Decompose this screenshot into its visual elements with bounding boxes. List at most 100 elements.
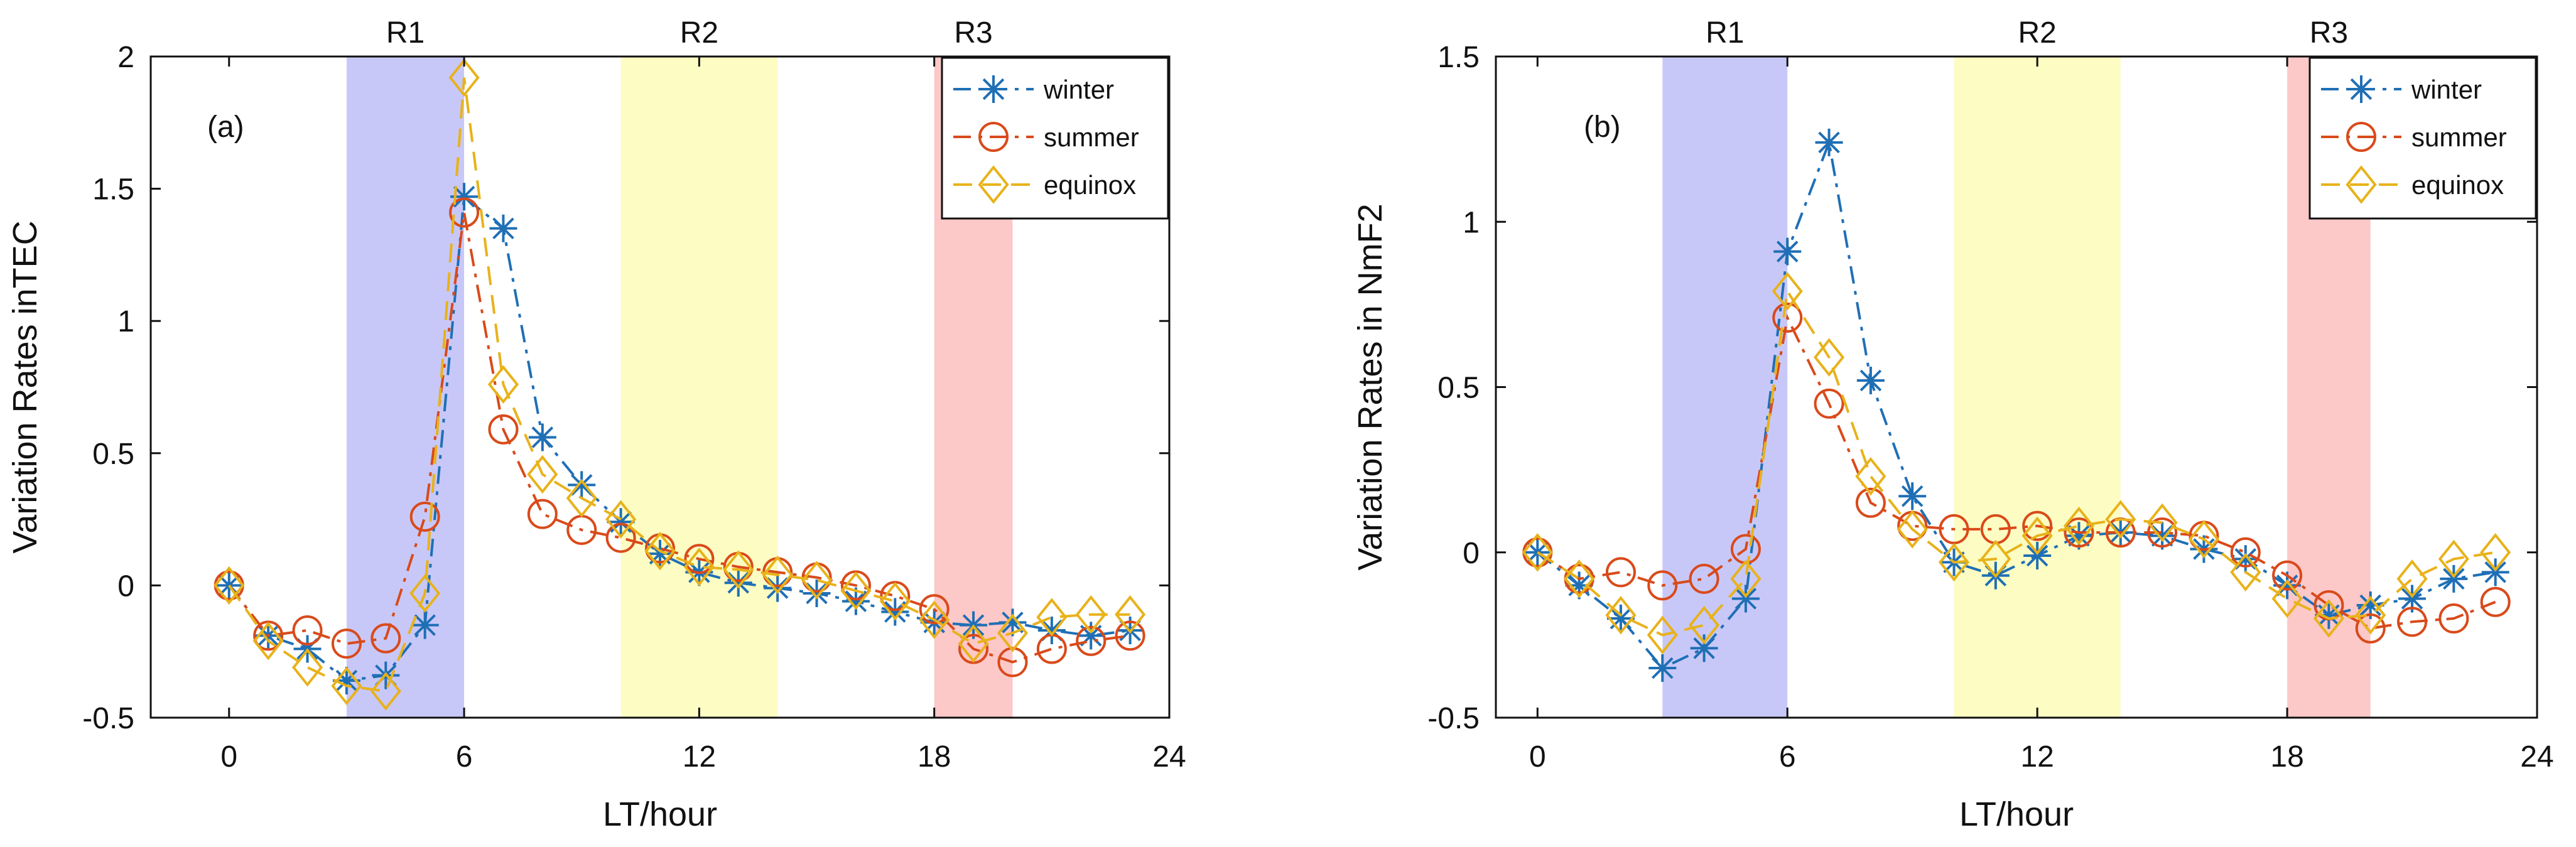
data-point-winter — [1077, 622, 1105, 650]
data-point-equinox — [1772, 272, 1803, 311]
legend-marker-summer — [2346, 122, 2376, 152]
x-tick-label: 0 — [1529, 740, 1546, 774]
data-point-equinox — [958, 624, 989, 663]
data-point-summer — [2397, 607, 2428, 637]
data-point-equinox — [840, 571, 872, 610]
region-r3-label: R3 — [2310, 16, 2348, 50]
series-line-equinox — [1537, 288, 2496, 637]
legend: winter summer equinox — [941, 57, 1169, 220]
region-r2-band — [1954, 57, 2121, 718]
y-axis-label: Variation Rates inTEC — [6, 220, 44, 553]
data-point-summer — [1115, 620, 1145, 651]
data-point-winter — [528, 423, 556, 451]
y-tick-label: 1.5 — [92, 173, 134, 207]
data-point-winter — [1565, 571, 1593, 600]
data-point-equinox — [1980, 539, 2011, 578]
data-point-winter — [2356, 591, 2384, 619]
data-point-summer — [684, 544, 715, 575]
data-point-equinox — [2230, 553, 2261, 592]
data-point-winter — [1648, 654, 1677, 682]
data-point-equinox — [2438, 539, 2469, 578]
data-point-equinox — [1564, 559, 1595, 598]
data-point-equinox — [801, 561, 833, 600]
region-r1-label: R1 — [386, 16, 425, 50]
series-line-winter — [1537, 138, 2496, 670]
data-point-equinox — [683, 548, 715, 586]
x-axis-label: LT/hour — [603, 796, 717, 833]
data-point-equinox — [214, 566, 245, 605]
data-point-winter — [607, 508, 635, 536]
y-tick-label: -0.5 — [82, 702, 134, 735]
y-tick-label: 1 — [1463, 206, 1480, 239]
data-point-winter — [489, 214, 517, 242]
legend-label-equinox: equinox — [2411, 170, 2504, 200]
data-point-summer — [292, 615, 323, 646]
data-point-winter — [842, 587, 870, 615]
data-point-summer — [1772, 302, 1803, 333]
plot-frame — [149, 55, 1171, 719]
region-r1-label: R1 — [1706, 16, 1744, 50]
data-point-equinox — [1689, 605, 1720, 645]
legend-marker-summer — [978, 122, 1009, 152]
data-point-equinox — [2313, 599, 2344, 638]
data-point-equinox — [762, 555, 793, 595]
data-point-winter — [568, 471, 596, 499]
legend-marker-winter — [980, 75, 1007, 103]
x-tick-label: 24 — [1152, 740, 1186, 774]
data-point-summer — [919, 594, 950, 625]
chart-panel-b: R1 R2 R3 0 6 12 18 24 -0.5 0 0.5 1 1.5 LT/hour Variati… — [1351, 16, 2554, 833]
panel-label: (a) — [207, 111, 244, 144]
data-point-equinox — [2480, 533, 2511, 572]
data-point-equinox — [1647, 615, 1678, 655]
data-point-summer — [2272, 560, 2303, 591]
data-point-winter — [1898, 482, 1927, 510]
data-point-equinox — [1855, 456, 1886, 496]
data-point-equinox — [1938, 542, 1970, 582]
data-point-summer — [2480, 586, 2511, 617]
y-tick-label: 0 — [117, 569, 134, 603]
data-point-winter — [1690, 634, 1718, 662]
data-point-summer — [2064, 517, 2094, 548]
x-tick-label: 18 — [2270, 740, 2303, 774]
y-axis-label: Variation Rates in NmF2 — [1351, 203, 1389, 570]
data-point-equinox — [2396, 559, 2428, 598]
data-point-equinox — [644, 531, 676, 571]
data-point-winter — [764, 574, 792, 602]
legend-marker-equinox — [978, 165, 1009, 204]
data-point-winter — [2481, 558, 2509, 586]
y-tick-label: -0.5 — [1427, 702, 1480, 735]
legend-label-summer: summer — [2411, 122, 2507, 152]
data-point-equinox — [370, 672, 401, 711]
data-point-summer — [449, 197, 480, 228]
data-point-winter — [2398, 585, 2427, 613]
data-point-equinox — [291, 648, 323, 687]
data-point-winter — [646, 539, 674, 568]
data-point-equinox — [1075, 595, 1107, 634]
data-point-winter — [2065, 522, 2093, 550]
region-r2-label: R2 — [2018, 16, 2056, 50]
x-tick-label: 0 — [220, 740, 237, 774]
data-point-winter — [411, 611, 439, 639]
data-point-summer — [1689, 563, 1719, 594]
data-point-winter — [1773, 237, 1802, 266]
data-point-winter — [332, 667, 360, 695]
data-point-winter — [215, 571, 243, 600]
data-point-winter — [2273, 571, 2302, 600]
data-point-equinox — [2063, 506, 2095, 546]
region-r2-label: R2 — [680, 16, 718, 50]
data-point-equinox — [2271, 579, 2303, 618]
y-tick-label: 1.5 — [1437, 41, 1480, 74]
y-tick-label: 2 — [117, 41, 134, 74]
legend-label-summer: summer — [1044, 122, 1139, 152]
data-point-equinox — [1036, 598, 1068, 637]
data-point-equinox — [1115, 595, 1146, 634]
region-r1-band — [346, 57, 465, 718]
legend-label-winter: winter — [1043, 75, 1114, 104]
data-point-equinox — [1605, 596, 1637, 635]
y-tick-label: 0.5 — [92, 438, 134, 471]
data-point-winter — [2023, 542, 2052, 570]
x-tick-label: 12 — [2020, 740, 2054, 774]
data-point-winter — [2231, 545, 2259, 573]
x-tick-label: 6 — [456, 740, 473, 774]
x-tick-label: 12 — [683, 740, 716, 774]
